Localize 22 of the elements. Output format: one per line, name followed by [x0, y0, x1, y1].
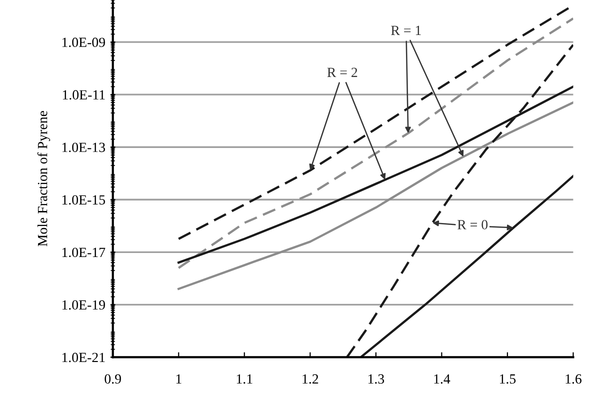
- annotation: R = 1: [391, 26, 421, 35]
- y-tick-label: 1.0E-13: [62, 142, 106, 152]
- line-series: [178, 101, 574, 290]
- y-axis-title: Mole Fraction of Pyrene: [37, 111, 50, 246]
- x-tick-label: 1.3: [368, 374, 384, 384]
- y-tick-label: 1.0E-19: [62, 300, 105, 310]
- x-tick-label: 1: [176, 374, 182, 384]
- y-tick-label: 1.0E-15: [62, 195, 106, 205]
- x-tick-label: 1.6: [566, 374, 582, 384]
- x-tick-label: 0.9: [104, 374, 121, 384]
- x-tick-label: 1.1: [236, 374, 252, 384]
- annotation: R = 0: [457, 220, 488, 230]
- x-tick-label: 1.5: [500, 374, 516, 384]
- y-tick-label: 1.0E-17: [62, 248, 106, 258]
- x-tick-label: 1.4: [434, 374, 450, 384]
- x-tick-label: 1.2: [302, 374, 318, 384]
- y-tick-label: 1.0E-21: [62, 352, 105, 362]
- line-series: [178, 17, 574, 270]
- annotation: R = 2: [327, 68, 358, 77]
- line-series: [360, 174, 574, 358]
- y-tick-label: 1.0E-09: [62, 38, 105, 48]
- y-tick-label: 1.0E-11: [62, 90, 105, 100]
